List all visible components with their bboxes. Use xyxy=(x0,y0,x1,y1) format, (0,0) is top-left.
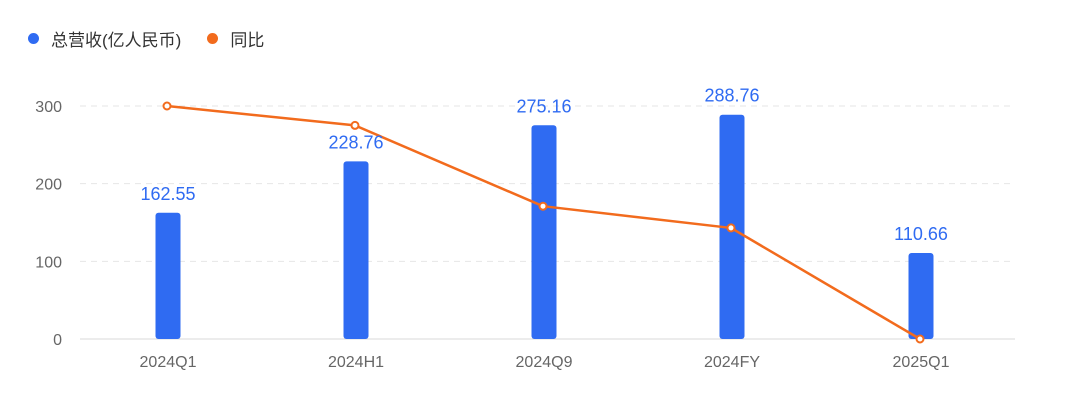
bar xyxy=(531,125,557,340)
bar-data-label: 228.76 xyxy=(328,132,383,152)
legend-yoy-dot-icon xyxy=(207,33,219,44)
line-point xyxy=(538,201,548,211)
x-axis-ticks: 2024Q1 2024H1 2024Q9 2024FY 2025Q1 xyxy=(140,354,950,371)
legend-yoy-label: 同比 xyxy=(230,31,265,50)
y-tick-label: 300 xyxy=(35,99,62,116)
x-tick-label: 2024H1 xyxy=(328,354,384,371)
legend-item-revenue[interactable]: 总营收(亿人民币) xyxy=(28,26,181,51)
legend: 总营收(亿人民币) 同比 xyxy=(28,26,290,51)
bar-data-label: 288.76 xyxy=(704,86,759,106)
line-series xyxy=(162,101,925,344)
line-point xyxy=(726,223,736,233)
bar-data-label: 110.66 xyxy=(894,224,948,244)
bar-series xyxy=(155,114,934,340)
y-tick-label: 0 xyxy=(53,332,62,349)
y-tick-label: 100 xyxy=(35,254,62,271)
x-tick-label: 2025Q1 xyxy=(893,354,950,371)
legend-item-yoy[interactable]: 同比 xyxy=(207,26,264,51)
line-point xyxy=(350,120,360,130)
line-point xyxy=(915,334,925,344)
line-point xyxy=(162,101,172,111)
bar-data-label: 162.55 xyxy=(140,184,195,204)
x-tick-label: 2024FY xyxy=(704,354,760,371)
y-tick-label: 200 xyxy=(35,177,62,194)
bar xyxy=(908,253,934,339)
y-axis-ticks: 0 100 200 300 xyxy=(35,99,62,349)
legend-revenue-label: 总营收(亿人民币) xyxy=(51,31,182,50)
legend-revenue-dot-icon xyxy=(28,33,39,44)
x-tick-label: 2024Q1 xyxy=(140,354,197,371)
bar xyxy=(343,161,369,339)
bar-data-label: 275.16 xyxy=(516,96,571,116)
data-labels: 162.55 228.76 275.16 288.76 110.66 xyxy=(140,86,947,244)
x-tick-label: 2024Q9 xyxy=(516,354,573,371)
bar xyxy=(155,212,181,339)
